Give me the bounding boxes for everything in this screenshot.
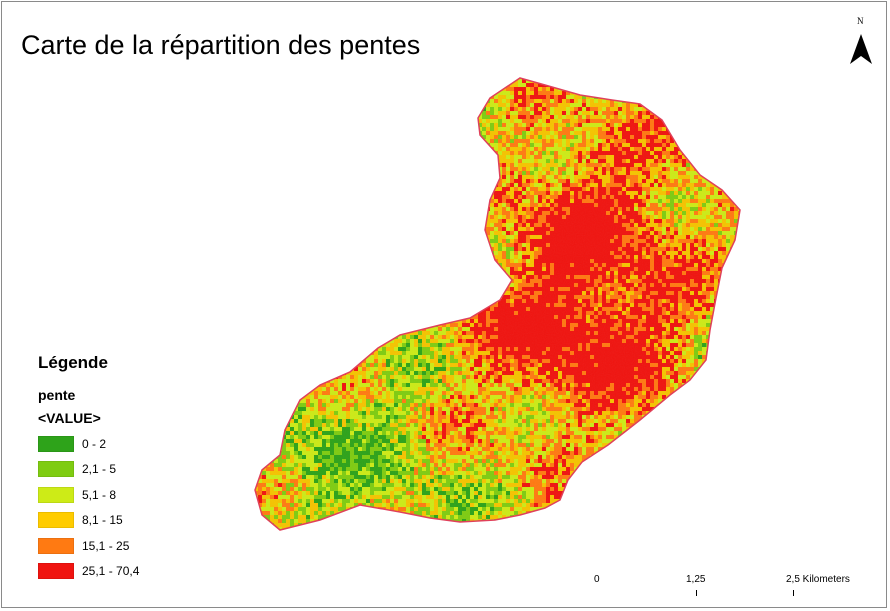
legend-swatch <box>38 537 74 554</box>
scale-bar: 0 1,25 2,5 Kilometers <box>590 570 870 600</box>
legend-item: 25,1 - 70,4 <box>38 559 198 585</box>
legend-item: 8,1 - 15 <box>38 508 198 534</box>
legend-label: 25,1 - 70,4 <box>82 564 140 579</box>
legend-item: 15,1 - 25 <box>38 533 198 559</box>
legend-items: 0 - 2 2,1 - 5 5,1 - 8 8,1 - 15 15,1 - 25 25,1… <box>38 431 198 584</box>
north-letter: N <box>857 16 864 26</box>
legend-label: 15,1 - 25 <box>82 538 130 553</box>
scale-label-1: 1,25 <box>686 574 706 585</box>
scale-label-2: 2,5 Kilometers <box>786 574 850 585</box>
legend-item: 0 - 2 <box>38 431 198 457</box>
north-arrow-icon <box>850 34 872 64</box>
legend-title: Légende <box>38 353 108 372</box>
legend-item: 5,1 - 8 <box>38 482 198 508</box>
legend-layer-name: pente <box>38 387 76 403</box>
legend-label: 8,1 - 15 <box>82 513 123 528</box>
legend-label: 2,1 - 5 <box>82 462 117 477</box>
north-arrow: N <box>846 16 876 68</box>
legend-field-name: <VALUE> <box>38 410 101 426</box>
scale-tick-1 <box>696 590 697 596</box>
legend-label: 0 - 2 <box>82 436 107 451</box>
legend-swatch <box>38 512 74 529</box>
map-title: Carte de la répartition des pentes <box>21 30 421 60</box>
legend-swatch <box>38 563 74 580</box>
legend-swatch <box>38 435 74 452</box>
scale-tick-2 <box>793 590 794 596</box>
legend-label: 5,1 - 8 <box>82 487 117 502</box>
legend: Légende pente <VALUE> 0 - 2 2,1 - 5 5,1 - … <box>38 353 198 584</box>
scale-label-0: 0 <box>594 574 600 585</box>
legend-swatch <box>38 486 74 503</box>
legend-swatch <box>38 461 74 478</box>
legend-item: 2,1 - 5 <box>38 457 198 483</box>
